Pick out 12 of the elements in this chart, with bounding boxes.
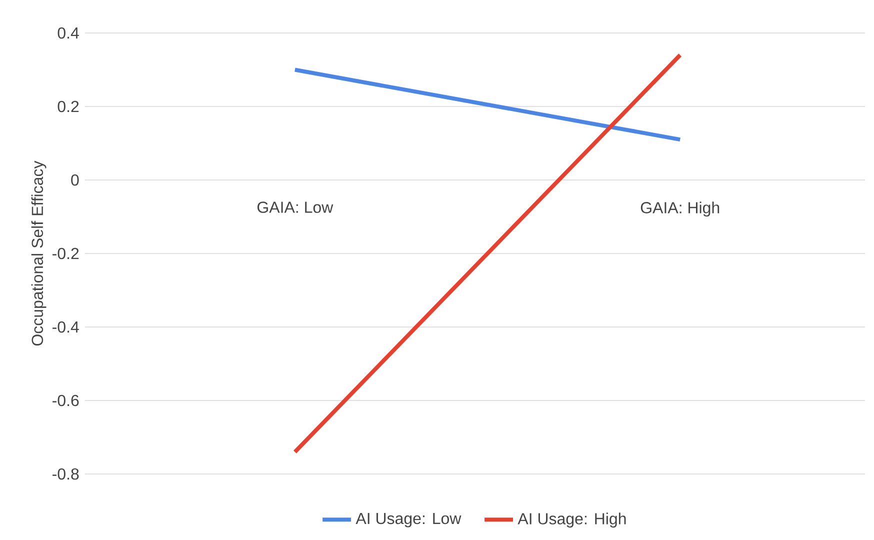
y-tick-label: -0.8 (52, 468, 79, 480)
y-tick-label: -0.4 (52, 321, 79, 333)
legend-label: AI Usage: Low (356, 512, 462, 528)
x-tick-label: GAIA: High (640, 202, 720, 217)
legend-label: AI Usage: High (518, 512, 626, 528)
y-tick-label: 0 (71, 174, 79, 186)
y-tick-label: 0.2 (58, 100, 79, 112)
y-tick-label: -0.6 (52, 394, 79, 406)
x-tick-label: GAIA: Low (257, 202, 334, 213)
y-axis-title: Occupational Self Efficacy (31, 160, 46, 346)
y-tick-label: -0.2 (52, 248, 79, 260)
y-tick-label: 0.4 (58, 27, 79, 39)
